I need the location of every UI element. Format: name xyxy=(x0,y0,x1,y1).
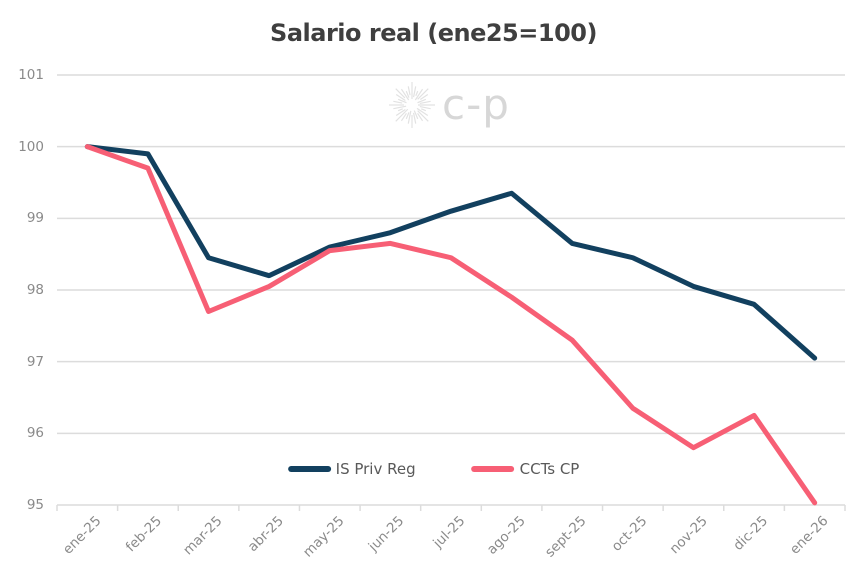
y-axis-tick-label: 98 xyxy=(26,282,44,298)
line-series-is-priv-reg xyxy=(84,144,818,361)
y-axis-tick-label: 101 xyxy=(18,67,44,83)
y-axis-tick-label: 96 xyxy=(26,425,44,442)
legend-label-is-priv-reg: IS Priv Reg xyxy=(335,460,416,478)
legend-item-ccts-cp: CCTs CP xyxy=(471,460,580,478)
chart-title: Salario real (ene25=100) xyxy=(270,19,597,47)
line-series-ccts-cp xyxy=(84,144,818,506)
legend-swatch-navy xyxy=(287,466,331,472)
y-axis-tick-label: 99 xyxy=(26,210,44,227)
y-axis-tick-label: 100 xyxy=(18,138,44,155)
legend-label-ccts-cp: CCTs CP xyxy=(519,460,580,478)
legend-item-is-priv-reg: IS Priv Reg xyxy=(287,460,416,478)
legend: IS Priv Reg CCTs CP xyxy=(287,460,580,478)
y-axis-tick-label: 95 xyxy=(26,497,44,513)
legend-swatch-pink xyxy=(471,466,515,472)
y-axis-tick-label: 97 xyxy=(26,353,44,370)
